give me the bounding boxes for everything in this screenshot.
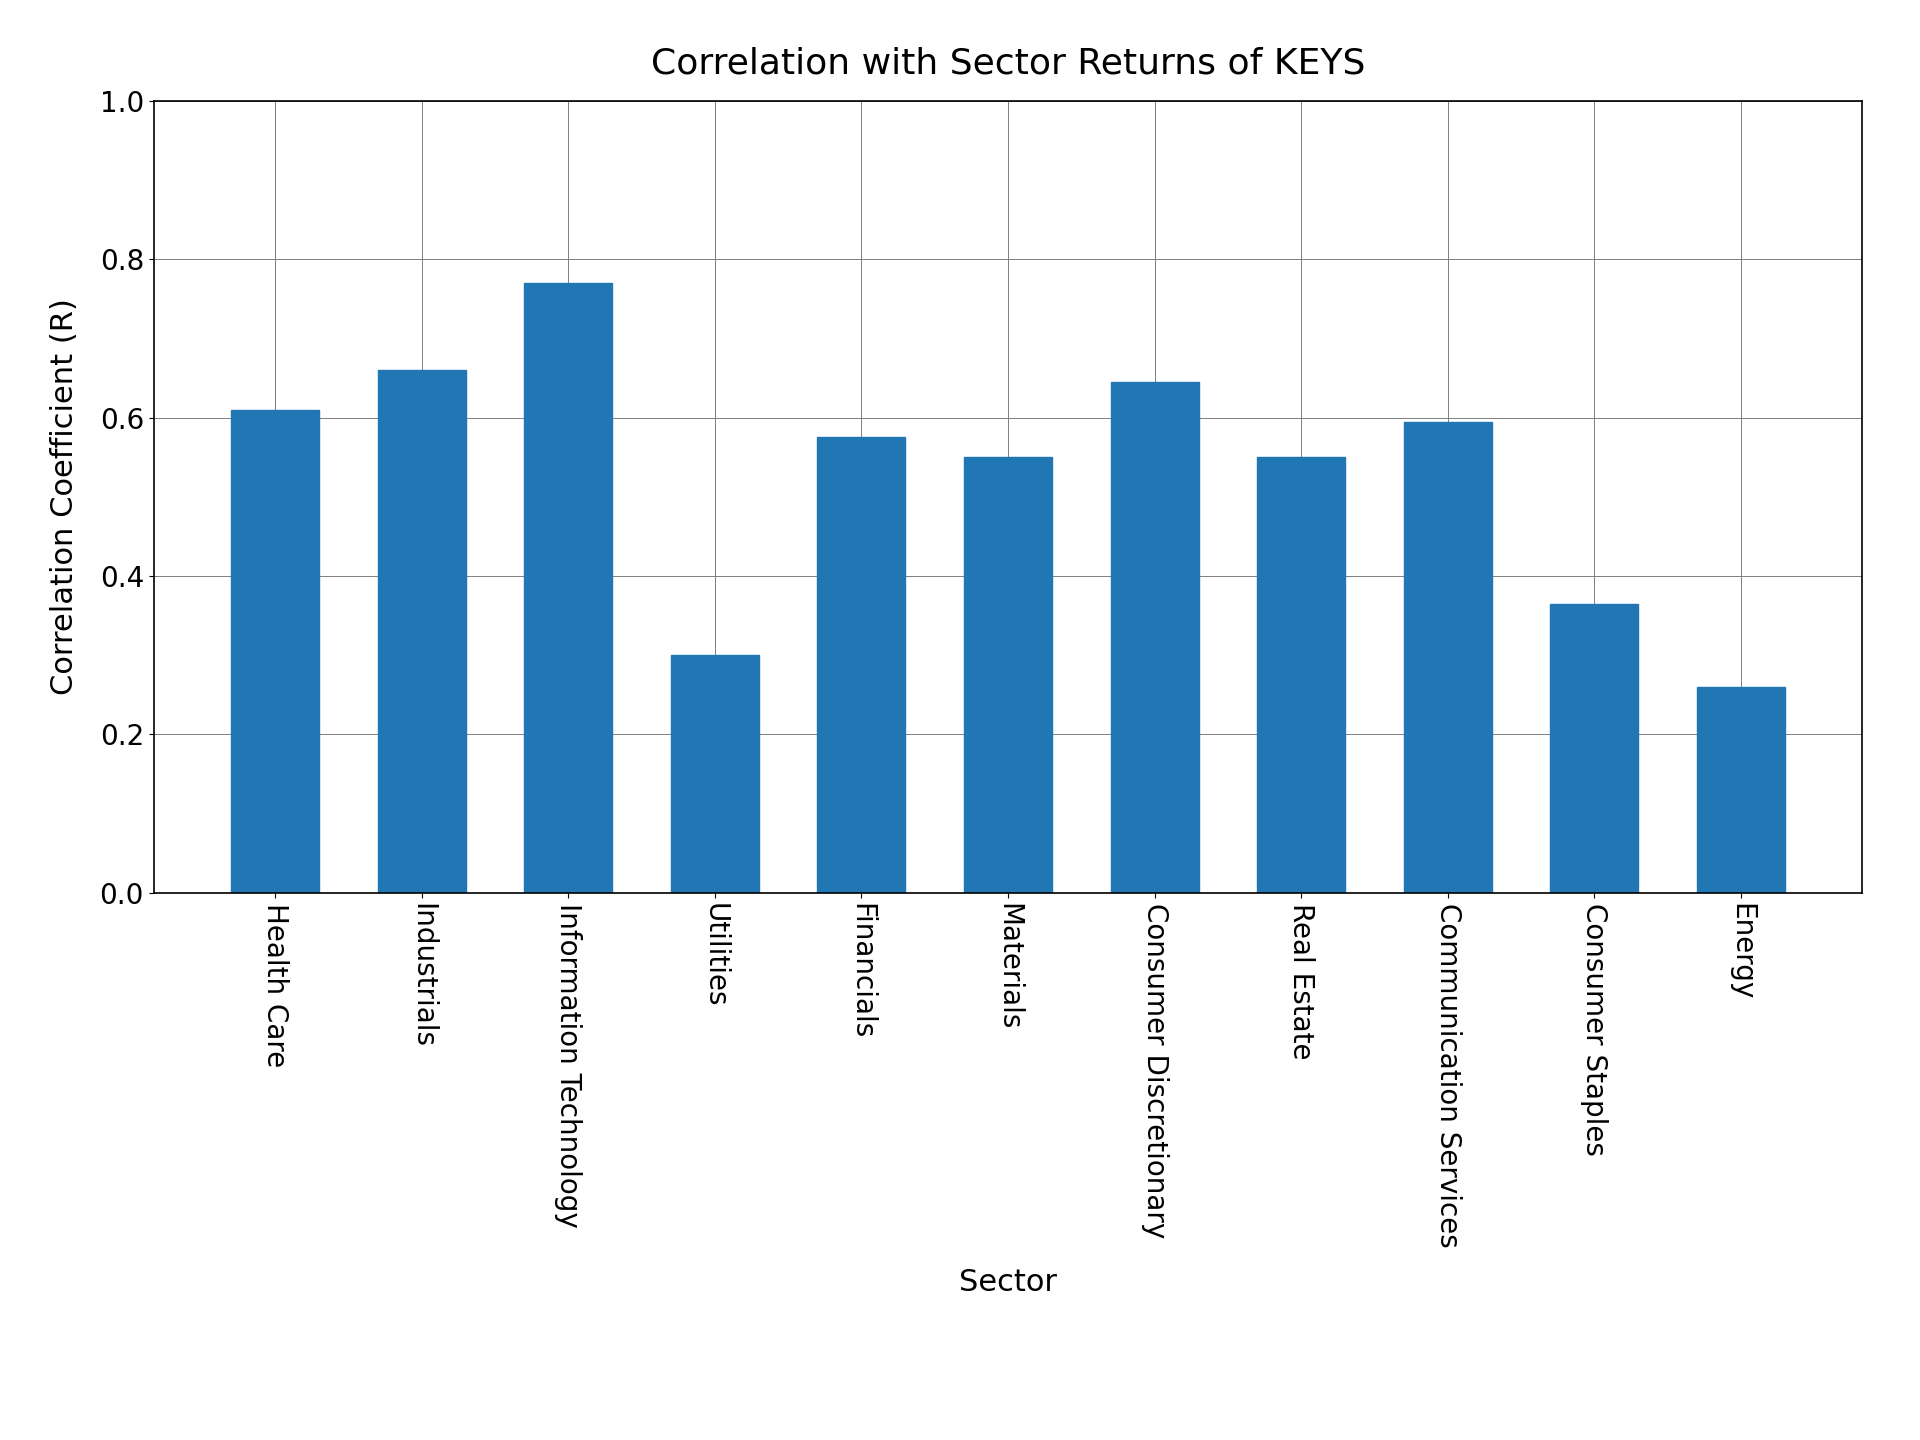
Bar <box>1404 422 1492 893</box>
Title: Correlation with Sector Returns of KEYS: Correlation with Sector Returns of KEYS <box>651 46 1365 81</box>
Bar <box>1258 456 1346 893</box>
Bar <box>1697 687 1786 893</box>
Bar <box>230 409 319 893</box>
Bar <box>964 456 1052 893</box>
Bar <box>670 655 758 893</box>
Bar <box>818 438 906 893</box>
Bar <box>378 370 467 893</box>
Y-axis label: Correlation Coefficient (R): Correlation Coefficient (R) <box>50 298 79 696</box>
X-axis label: Sector: Sector <box>958 1269 1058 1297</box>
Bar <box>1110 382 1198 893</box>
Bar <box>1549 603 1638 893</box>
Bar <box>524 282 612 893</box>
